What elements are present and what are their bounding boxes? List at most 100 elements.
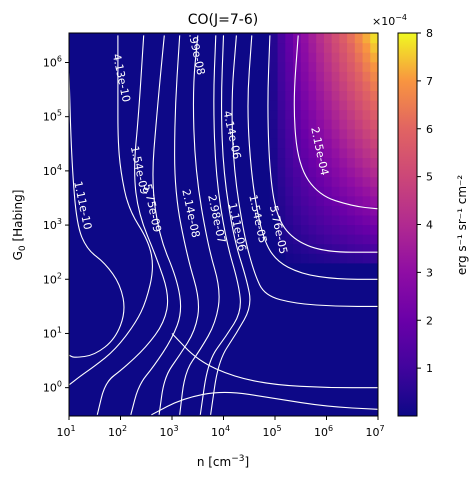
heatmap-cell [269, 52, 279, 63]
heatmap-cell [370, 234, 378, 245]
heatmap-cell [331, 186, 340, 197]
heatmap-cell [316, 195, 325, 206]
heatmap-cell [354, 157, 364, 168]
heatmap-cell [277, 205, 286, 216]
heatmap-cell [269, 147, 279, 159]
heatmap-cell [308, 71, 317, 82]
heatmap-cell [347, 234, 356, 245]
heatmap-cell [339, 90, 348, 101]
contour-line [69, 35, 153, 386]
x-tick-label: 105 [262, 424, 281, 439]
heatmap-cell [316, 138, 325, 149]
heatmap-cell [362, 42, 371, 53]
colorbar: 1 2 3 4 5 6 7 8 ×10−4 erg s⁻¹ sr⁻¹ cm⁻² [372, 13, 469, 417]
heatmap-cell [354, 205, 364, 216]
heatmap-cell [347, 42, 356, 53]
heatmap-cell [277, 157, 286, 168]
heatmap-cell [316, 119, 325, 130]
colorbar-tick-label: 8 [426, 27, 433, 40]
heatmap-cell [316, 243, 325, 254]
heatmap-cell [293, 253, 302, 264]
heatmap-cell [300, 119, 310, 130]
heatmap-cell [347, 80, 356, 92]
heatmap-cell [269, 119, 279, 130]
heatmap-cell [277, 80, 286, 92]
heatmap-cell [316, 42, 325, 53]
heatmap-cell [300, 157, 310, 168]
heatmap-cell [354, 234, 364, 245]
heatmap-cell [285, 109, 294, 120]
contour-line [69, 73, 125, 358]
heatmap-cell [331, 52, 340, 63]
heatmap-cells [269, 33, 378, 264]
heatmap-cell [347, 214, 356, 226]
heatmap-cell [347, 109, 356, 120]
heatmap-cell [362, 186, 371, 197]
heatmap-cell [347, 195, 356, 206]
colorbar-tick-label: 6 [426, 123, 433, 136]
heatmap-cell [277, 33, 286, 44]
heatmap-cell [362, 52, 371, 63]
colorbar-tick-label: 2 [426, 314, 433, 327]
heatmap-cell [370, 167, 378, 178]
heatmap-cell [370, 253, 378, 264]
heatmap-cell [323, 157, 333, 168]
heatmap-cell [339, 42, 348, 53]
heatmap-cell [285, 234, 294, 245]
heatmap-cell [277, 243, 286, 254]
heatmap-cell [293, 61, 302, 72]
heatmap-cell [300, 100, 310, 111]
heatmap-cell [354, 253, 364, 264]
heatmap-cell [277, 71, 286, 82]
heatmap-cell [362, 61, 371, 72]
colorbar-multiplier: ×10−4 [372, 13, 407, 28]
heatmap-cell [347, 186, 356, 197]
heatmap-cell [347, 61, 356, 72]
contour-line [158, 35, 200, 415]
heatmap-cell [354, 42, 364, 53]
y-axis-label: G0 [Habing] [11, 190, 28, 261]
heatmap-cell [370, 195, 378, 206]
heatmap-cell [370, 61, 378, 72]
heatmap-cell [339, 157, 348, 168]
heatmap-cell [370, 128, 378, 139]
heatmap-cell [362, 205, 371, 216]
heatmap-cell [370, 33, 378, 44]
heatmap-cell [347, 224, 356, 235]
heatmap-cell [300, 176, 310, 187]
heatmap-cell [308, 61, 317, 72]
heatmap-cell [293, 224, 302, 235]
heatmap-cell [370, 224, 378, 235]
heatmap-cell [285, 195, 294, 206]
heatmap-cell [347, 138, 356, 149]
contour-line [293, 35, 378, 210]
heatmap-cell [300, 128, 310, 139]
heatmap-cell [308, 195, 317, 206]
heatmap-cell [300, 90, 310, 101]
heatmap-cell [308, 176, 317, 187]
heatmap-cell [331, 61, 340, 72]
heatmap-cell [293, 90, 302, 101]
heatmap-cell [308, 138, 317, 149]
heatmap-cell [308, 167, 317, 178]
heatmap-cell [316, 109, 325, 120]
heatmap-cell [347, 119, 356, 130]
heatmap-cell [339, 243, 348, 254]
heatmap-cell [339, 52, 348, 63]
heatmap-cell [293, 71, 302, 82]
heatmap-cell [331, 214, 340, 226]
heatmap-cell [347, 90, 356, 101]
heatmap-cell [300, 109, 310, 120]
heatmap-cell [316, 234, 325, 245]
heatmap-cell [323, 253, 333, 264]
heatmap-cell [354, 80, 364, 92]
heatmap-cell [277, 109, 286, 120]
heatmap-cell [354, 61, 364, 72]
heatmap-cell [370, 138, 378, 149]
heatmap-cell [269, 61, 279, 72]
heatmap-cell [323, 243, 333, 254]
heatmap-cell [323, 147, 333, 159]
heatmap-cell [323, 42, 333, 53]
contour-line [130, 35, 182, 415]
heatmap-cell [308, 186, 317, 197]
